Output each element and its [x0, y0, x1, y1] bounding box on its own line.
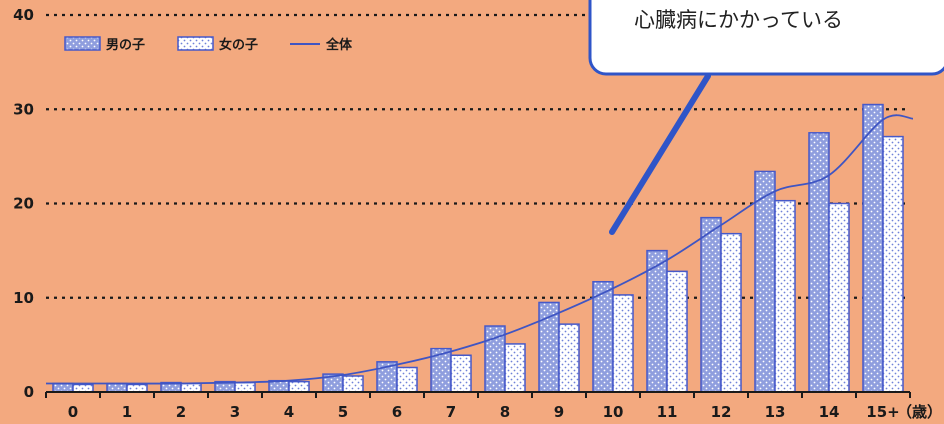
bar-girls	[72, 383, 94, 393]
callout: 心臓病にかかっている	[588, 0, 944, 235]
bar-boys	[52, 382, 74, 393]
legend-label-boys: 男の子	[106, 38, 145, 53]
bar-girls	[126, 383, 148, 393]
y-axis: 0 10 20 30 40	[13, 6, 34, 401]
x-tick-label: 13	[765, 403, 786, 421]
bar-boys	[754, 170, 776, 393]
bar-girls	[396, 366, 418, 393]
x-axis-unit: （歳）	[897, 403, 942, 421]
line-layer	[45, 114, 914, 385]
bar-girls	[288, 380, 310, 393]
bar-girls	[450, 354, 472, 393]
x-tick-label: 11	[657, 403, 678, 421]
legend-swatch-girls	[177, 36, 214, 51]
y-tick-label: 40	[13, 6, 34, 24]
x-tick-label: 9	[554, 403, 564, 421]
bar-girls	[558, 323, 580, 393]
x-tick-label: 2	[176, 403, 186, 421]
bar-girls	[882, 135, 904, 393]
y-tick-label: 10	[13, 289, 34, 307]
bar-girls	[612, 294, 634, 393]
bar-girls	[504, 343, 526, 393]
bar-boys	[538, 301, 560, 393]
bar-boys	[592, 280, 614, 393]
bar-girls	[666, 270, 688, 393]
callout-text: 心臓病にかかっている	[634, 8, 843, 32]
x-tick-label: 1	[122, 403, 132, 421]
y-tick-label: 30	[13, 100, 34, 118]
legend-label-total: 全体	[325, 37, 353, 53]
bar-girls	[720, 232, 742, 393]
bar-girls	[774, 199, 796, 393]
bar-boys	[862, 103, 884, 393]
x-tick-label: 14	[819, 403, 840, 421]
line-total	[45, 114, 914, 385]
bar-boys	[106, 382, 128, 393]
bar-girls	[342, 375, 364, 393]
bars	[52, 103, 904, 393]
callout-pointer	[609, 73, 711, 235]
x-tick-label: 4	[284, 403, 294, 421]
bar-boys	[646, 249, 668, 393]
legend-swatch-boys	[64, 36, 101, 51]
x-tick-label: 15+	[866, 403, 899, 421]
x-tick-label: 7	[446, 403, 456, 421]
x-tick-label: 12	[711, 403, 732, 421]
y-tick-label: 20	[13, 195, 34, 213]
bar-girls	[828, 202, 850, 393]
x-axis: 0 1 2 3 4 5 6 7 8 9 10 11 12 13 14 15+（歳）	[45, 391, 942, 421]
x-tick-label: 6	[392, 403, 402, 421]
legend-label-girls: 女の子	[219, 37, 258, 53]
x-tick-label: 3	[230, 403, 240, 421]
y-tick-label: 0	[24, 383, 34, 401]
callout-box	[588, 0, 944, 76]
x-tick-label: 5	[338, 403, 348, 421]
bar-boys	[700, 216, 722, 393]
x-tick-label: 10	[603, 403, 624, 421]
legend: 男の子 女の子 全体	[64, 36, 353, 53]
x-tick-label: 8	[500, 403, 510, 421]
x-tick-label: 0	[68, 403, 78, 421]
bar-girls	[180, 382, 202, 393]
bar-girls	[234, 381, 256, 393]
bar-boys	[808, 132, 830, 393]
